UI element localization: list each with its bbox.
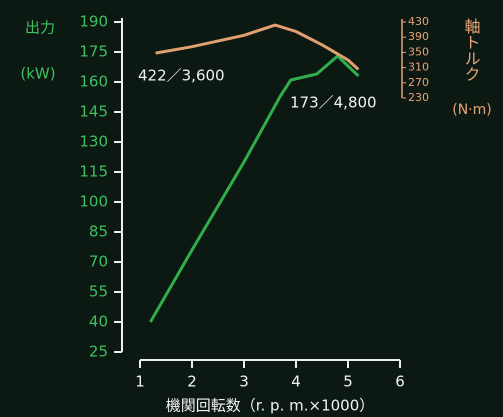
x-tick-label: 2: [187, 373, 197, 391]
y2-tick-label: 390: [408, 30, 429, 43]
y-tick-label: 70: [89, 253, 108, 271]
y2-tick-label: 350: [408, 45, 429, 58]
series-line: [155, 23, 360, 71]
x-tick-label: 3: [239, 373, 249, 391]
y-label: 出力: [25, 19, 55, 37]
y-tick-label: 130: [79, 133, 108, 151]
annotation: 422／3,600: [138, 67, 225, 85]
y2-label: 軸トルク: [462, 18, 481, 82]
annotation: 173／4,800: [290, 94, 377, 112]
y-tick-label: 40: [89, 313, 108, 331]
y-tick-label: 145: [79, 103, 108, 121]
y2-tick-label: 230: [408, 91, 429, 104]
y-tick-label: 115: [79, 163, 108, 181]
x-tick-label: 4: [291, 373, 301, 391]
x-label: 機関回転数（r. p. m.×1000）: [166, 397, 375, 415]
y-tick-label: 190: [79, 13, 108, 31]
x-tick-label: 1: [135, 373, 145, 391]
x-tick-label: 6: [395, 373, 405, 391]
y2-tick-label: 310: [408, 61, 429, 74]
y-tick-label: 175: [79, 43, 108, 61]
y2-unit: (N·m): [452, 102, 491, 118]
y-tick-label: 55: [89, 283, 108, 301]
y2-tick-label: 270: [408, 76, 429, 89]
x-tick-label: 5: [343, 373, 353, 391]
y2-tick-label: 430: [408, 15, 429, 28]
series-line: [149, 54, 360, 323]
y-tick-label: 100: [79, 193, 108, 211]
y-tick-label: 85: [89, 223, 108, 241]
y-unit: (kW): [20, 65, 55, 83]
y-tick-label: 160: [79, 73, 108, 91]
y-tick-label: 25: [89, 343, 108, 361]
